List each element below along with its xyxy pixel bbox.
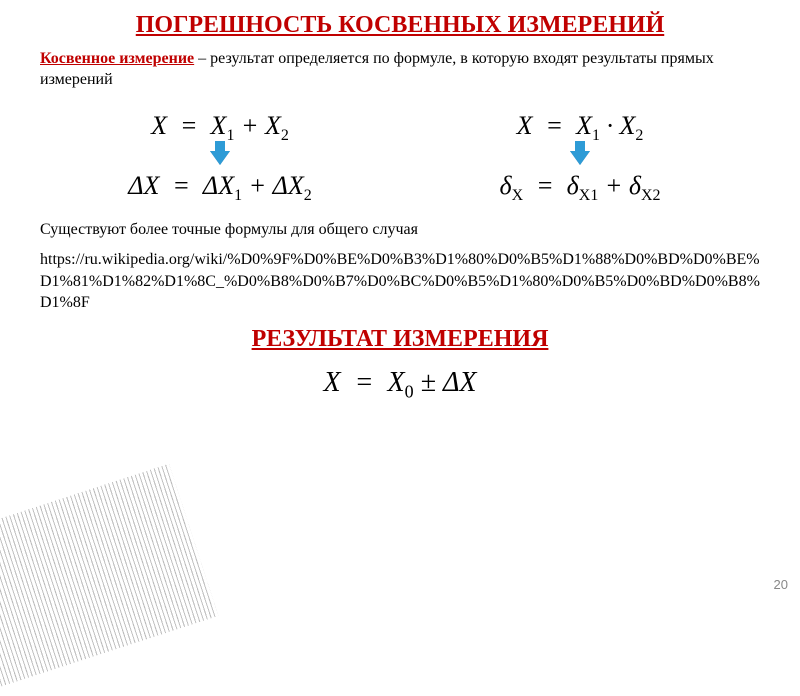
url-text: https://ru.wikipedia.org/wiki/%D0%9F%D0%… <box>0 239 800 314</box>
definition-term: Косвенное измерение <box>40 50 194 67</box>
definition-text: Косвенное измерение – результат определя… <box>0 39 800 91</box>
formulas-row: X = X1 + X2 ΔX = ΔX1 + ΔX2 X = X1 · X2 δ… <box>0 91 800 211</box>
result-subtitle: РЕЗУЛЬТАТ ИЗМЕРЕНИЯ <box>0 314 800 353</box>
arrow-down-icon <box>210 151 230 165</box>
decorative-corner <box>0 464 218 696</box>
formula-sum-bottom: ΔX = ΔX1 + ΔX2 <box>47 171 393 205</box>
formula-sum-top: X = X1 + X2 <box>47 111 393 145</box>
final-formula: X = X0 ± ΔX <box>0 353 800 403</box>
formula-prod-top: X = X1 · X2 <box>407 111 753 145</box>
page-title: ПОГРЕШНОСТЬ КОСВЕННЫХ ИЗМЕРЕНИЙ <box>0 0 800 39</box>
right-column: X = X1 · X2 δX = δX1 + δX2 <box>407 105 753 211</box>
page-number: 20 <box>774 577 788 592</box>
left-column: X = X1 + X2 ΔX = ΔX1 + ΔX2 <box>47 105 393 211</box>
formula-prod-bottom: δX = δX1 + δX2 <box>407 171 753 205</box>
note-text: Существуют более точные формулы для обще… <box>0 211 800 239</box>
arrow-down-icon <box>570 151 590 165</box>
